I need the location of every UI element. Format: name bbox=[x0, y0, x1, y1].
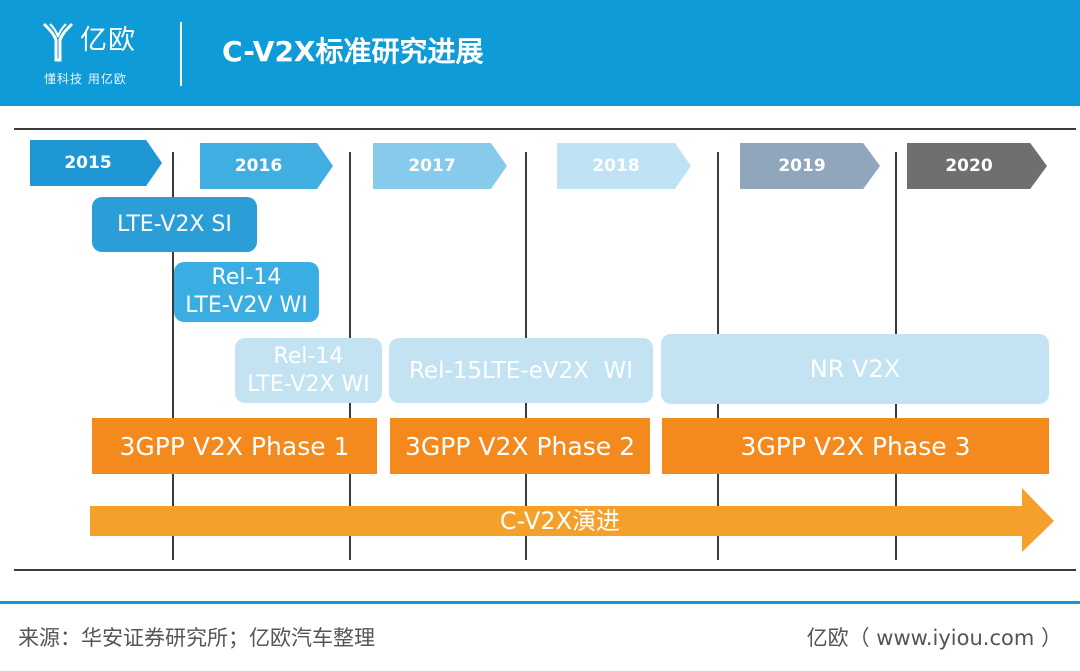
footer-divider bbox=[0, 601, 1080, 604]
item-rel15-lte-ev2x-wi-label: Rel-15LTE-eV2X WI bbox=[408, 357, 633, 384]
evolution-label: C-V2X演进 bbox=[499, 507, 621, 535]
phase-3-bar: 3GPP V2X Phase 3 bbox=[662, 418, 1049, 474]
phase-1-label: 3GPP V2X Phase 1 bbox=[119, 431, 350, 461]
phase-2-label: 3GPP V2X Phase 2 bbox=[405, 431, 635, 461]
item-rel14-lte-v2v-wi: Rel-14 LTE-V2V WI bbox=[174, 262, 319, 322]
header-divider bbox=[180, 22, 182, 86]
phase-3-label: 3GPP V2X Phase 3 bbox=[740, 431, 971, 461]
item-lte-v2x-si-label: LTE-V2X SI bbox=[117, 211, 232, 237]
item-rel15-lte-ev2x-wi: Rel-15LTE-eV2X WI bbox=[389, 338, 653, 403]
year-arrow-2019: 2019 bbox=[740, 143, 880, 189]
year-arrow-2016: 2016 bbox=[200, 143, 333, 189]
item-rel14-lte-v2x-wi: Rel-14 LTE-V2X WI bbox=[235, 338, 382, 403]
item-lte-v2x-si: LTE-V2X SI bbox=[92, 197, 257, 252]
source-note: 来源：华安证券研究所；亿欧汽车整理 bbox=[18, 626, 375, 650]
item-rel14-lte-v2v-wi-line2: LTE-V2V WI bbox=[185, 293, 308, 318]
evolution-arrow bbox=[90, 488, 1054, 552]
site-credit: 亿欧（ www.iyiou.com ） bbox=[806, 626, 1062, 650]
year-divider-2016 bbox=[172, 152, 174, 560]
timeline-top-border bbox=[14, 128, 1076, 130]
year-arrow-2020: 2020 bbox=[907, 143, 1047, 189]
logo: 亿欧 懂科技 用亿欧 bbox=[40, 20, 150, 90]
year-arrow-2018: 2018 bbox=[557, 143, 691, 189]
logo-brand-text: 亿欧 bbox=[80, 25, 136, 56]
logo-slogan: 懂科技 用亿欧 bbox=[44, 72, 127, 86]
item-rel14-lte-v2x-wi-line2: LTE-V2X WI bbox=[247, 371, 370, 397]
year-arrow-2015: 2015 bbox=[30, 140, 162, 186]
item-nr-v2x-label: NR V2X bbox=[809, 355, 901, 383]
timeline-bottom-border bbox=[14, 569, 1076, 571]
item-rel14-lte-v2v-wi-line1: Rel-14 bbox=[211, 265, 282, 290]
phase-1-bar: 3GPP V2X Phase 1 bbox=[92, 418, 377, 474]
year-arrow-2017: 2017 bbox=[373, 143, 507, 189]
item-nr-v2x: NR V2X bbox=[661, 334, 1049, 404]
item-rel14-lte-v2x-wi-line1: Rel-14 bbox=[273, 343, 344, 369]
logo-mark-icon bbox=[42, 22, 74, 62]
header-banner: 亿欧 懂科技 用亿欧 C-V2X标准研究进展 bbox=[0, 0, 1080, 106]
phase-2-bar: 3GPP V2X Phase 2 bbox=[390, 418, 650, 474]
page-title: C-V2X标准研究进展 bbox=[222, 35, 484, 68]
